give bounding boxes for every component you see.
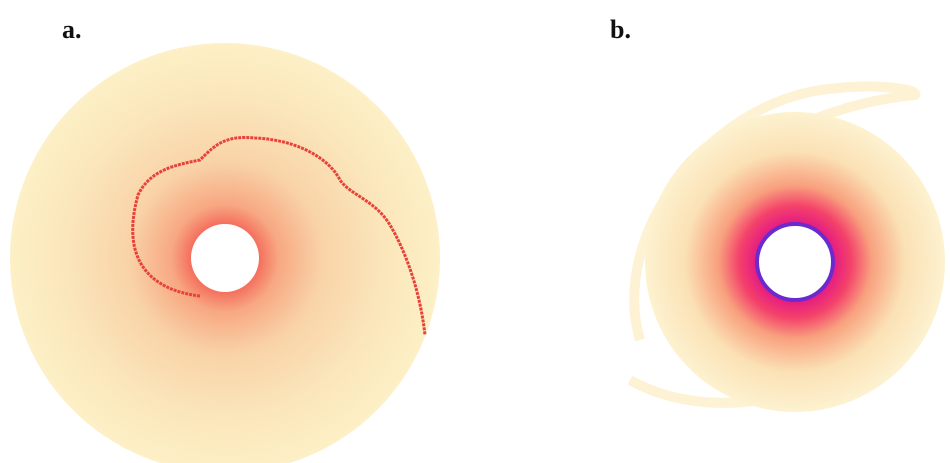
panel-label: a. — [62, 15, 82, 44]
inner-hole — [757, 224, 833, 300]
panel-b: b. — [610, 15, 945, 412]
inner-hole — [191, 224, 259, 292]
panel-label: b. — [610, 15, 631, 44]
figure: a. b. — [0, 0, 950, 463]
panel-a: a. — [10, 15, 440, 463]
page: a. b. (() => { const data = JSON.parse(d… — [0, 0, 950, 463]
